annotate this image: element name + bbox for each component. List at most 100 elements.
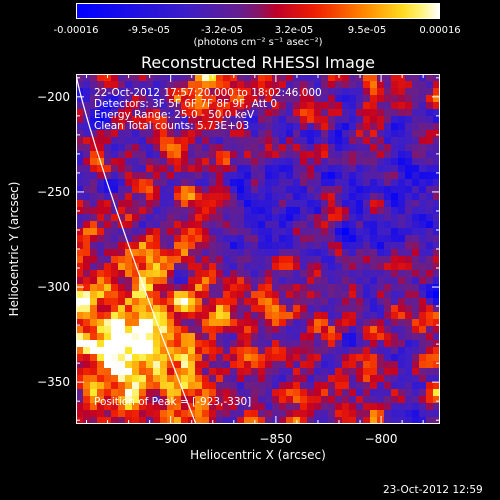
heatmap-cell [398, 144, 406, 152]
heatmap-cell [195, 214, 203, 222]
heatmap-cell [195, 95, 203, 103]
heatmap-cell [426, 200, 434, 208]
heatmap-cell [377, 200, 385, 208]
heatmap-cell [76, 81, 84, 89]
heatmap-cell [209, 319, 217, 327]
heatmap-cell [300, 347, 308, 355]
heatmap-cell [195, 263, 203, 271]
heatmap-cell [328, 256, 336, 264]
heatmap-cell [391, 389, 399, 397]
heatmap-cell [370, 158, 378, 166]
heatmap-cell [111, 298, 119, 306]
heatmap-cell [118, 130, 126, 138]
heatmap-cell [258, 403, 266, 411]
heatmap-cell [104, 361, 112, 369]
heatmap-cell [356, 368, 364, 376]
heatmap-cell [335, 144, 343, 152]
heatmap-cell [111, 158, 119, 166]
heatmap-cell [181, 375, 189, 383]
heatmap-cell [139, 410, 147, 418]
heatmap-cell [167, 319, 175, 327]
heatmap-cell [167, 207, 175, 215]
heatmap-cell [174, 123, 182, 131]
heatmap-cell [139, 312, 147, 320]
heatmap-cell [279, 403, 287, 411]
heatmap-cell [251, 235, 259, 243]
heatmap-cell [132, 95, 140, 103]
heatmap-cell [83, 95, 91, 103]
heatmap-cell [342, 186, 350, 194]
heatmap-cell [405, 102, 413, 110]
heatmap-cell [356, 193, 364, 201]
heatmap-cell [426, 137, 434, 145]
heatmap-cell [272, 242, 280, 250]
heatmap-cell [321, 228, 329, 236]
heatmap-cell [209, 263, 217, 271]
heatmap-cell [370, 193, 378, 201]
heatmap-cell [251, 410, 259, 418]
heatmap-cell [97, 396, 105, 404]
heatmap-cell [188, 382, 196, 390]
heatmap-cell [195, 235, 203, 243]
heatmap-cell [251, 389, 259, 397]
heatmap-cell [370, 172, 378, 180]
heatmap-cell [118, 74, 126, 82]
heatmap-cell [363, 179, 371, 187]
heatmap-cell [398, 207, 406, 215]
heatmap-cell [104, 347, 112, 355]
heatmap-cell [391, 263, 399, 271]
heatmap-cell [300, 333, 308, 341]
heatmap-cell [125, 270, 133, 278]
heatmap-cell [76, 333, 84, 341]
heatmap-cell [97, 291, 105, 299]
heatmap-cell [426, 410, 434, 418]
heatmap-cell [349, 396, 357, 404]
heatmap-cell [272, 130, 280, 138]
heatmap-cell [419, 123, 427, 131]
heatmap-cell [272, 382, 280, 390]
heatmap-cell [328, 151, 336, 159]
heatmap-cell [272, 375, 280, 383]
heatmap-cell [412, 214, 420, 222]
heatmap-cell [426, 88, 434, 96]
heatmap-cell [412, 417, 420, 424]
heatmap-cell [202, 305, 210, 313]
heatmap-cell [398, 312, 406, 320]
heatmap-cell [195, 81, 203, 89]
heatmap-cell [167, 256, 175, 264]
solar-limb-line [76, 74, 197, 424]
heatmap-cell [146, 305, 154, 313]
heatmap-cell [209, 214, 217, 222]
heatmap-cell [419, 130, 427, 138]
heatmap-cell [391, 137, 399, 145]
heatmap-cell [104, 102, 112, 110]
heatmap-cell [139, 284, 147, 292]
heatmap-cell [237, 95, 245, 103]
heatmap-cell [251, 403, 259, 411]
heatmap-cell [167, 403, 175, 411]
heatmap-cell [97, 144, 105, 152]
heatmap-cell [111, 256, 119, 264]
heatmap-cell [223, 123, 231, 131]
heatmap-cell [398, 354, 406, 362]
heatmap-cell [139, 256, 147, 264]
heatmap-cell [244, 340, 252, 348]
heatmap-cell [419, 305, 427, 313]
heatmap-cell [328, 116, 336, 124]
heatmap-cell [132, 312, 140, 320]
heatmap-cell [132, 403, 140, 411]
heatmap-cell [230, 256, 238, 264]
heatmap-cell [321, 382, 329, 390]
heatmap-cell [356, 158, 364, 166]
heatmap-cell [90, 207, 98, 215]
heatmap-cell [370, 277, 378, 285]
heatmap-cell [391, 158, 399, 166]
heatmap-cell [216, 116, 224, 124]
heatmap-cell [279, 340, 287, 348]
heatmap-cell [377, 305, 385, 313]
heatmap-cell [328, 312, 336, 320]
heatmap-cell [195, 172, 203, 180]
heatmap-cell [209, 109, 217, 117]
heatmap-cell [258, 340, 266, 348]
heatmap-cell [188, 291, 196, 299]
